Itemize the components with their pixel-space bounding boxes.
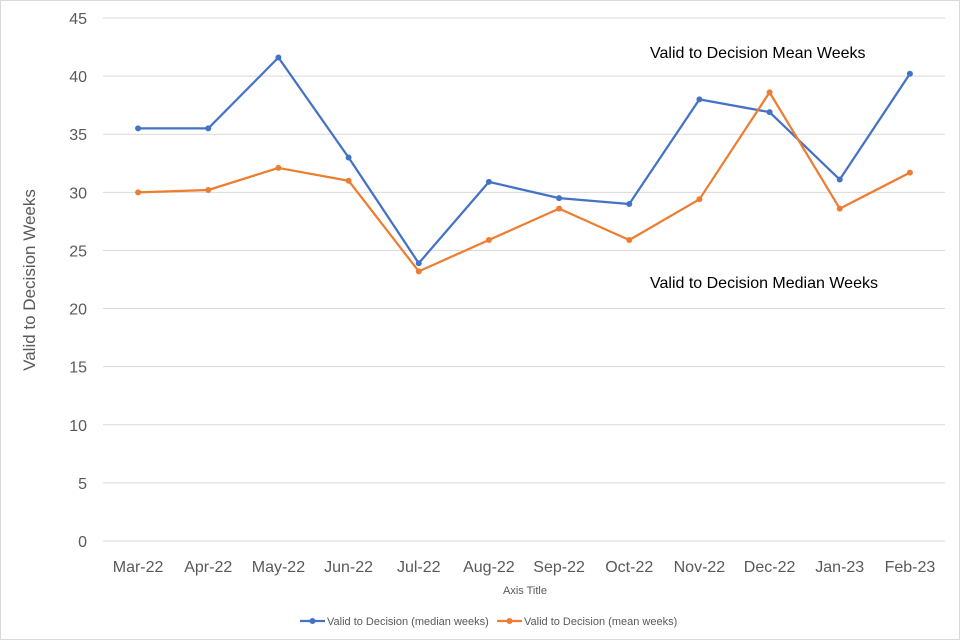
y-tick-label: 40 xyxy=(69,69,87,86)
y-tick-label: 10 xyxy=(69,418,87,435)
data-point xyxy=(836,176,843,183)
x-tick-label: Jul-22 xyxy=(397,559,441,576)
y-axis-title: Valid to Decision Weeks xyxy=(20,189,39,371)
data-point xyxy=(696,96,703,103)
x-tick-label: Jun-22 xyxy=(324,559,373,576)
legend-marker-0 xyxy=(309,618,316,624)
annotation-median: Valid to Decision Median Weeks xyxy=(650,275,878,292)
y-tick-label: 45 xyxy=(69,11,87,28)
annotation-mean: Valid to Decision Mean Weeks xyxy=(650,45,866,62)
data-point xyxy=(135,189,142,196)
data-point xyxy=(485,178,492,185)
legend-marker-1 xyxy=(506,618,513,624)
series-line-1 xyxy=(138,91,911,273)
data-point xyxy=(906,169,913,176)
data-point xyxy=(205,187,212,194)
y-tick-label: 20 xyxy=(69,302,87,319)
data-point xyxy=(626,236,633,243)
x-tick-label: Mar-22 xyxy=(113,559,164,576)
data-point xyxy=(766,109,773,116)
y-tick-label: 5 xyxy=(78,476,87,493)
data-point xyxy=(766,89,773,96)
data-point xyxy=(836,205,843,212)
y-tick-label: 30 xyxy=(69,185,87,202)
legend-label-1: Valid to Decision (mean weeks) xyxy=(524,616,677,628)
x-tick-label: May-22 xyxy=(252,559,305,576)
x-tick-label: Apr-22 xyxy=(184,559,232,576)
x-tick-label: Jan-23 xyxy=(815,559,864,576)
x-tick-label: Sep-22 xyxy=(533,559,585,576)
y-tick-label: 0 xyxy=(78,534,87,551)
x-tick-label: Feb-23 xyxy=(885,559,936,576)
data-point xyxy=(415,268,422,275)
data-point xyxy=(556,205,563,212)
data-point xyxy=(345,154,352,161)
data-point xyxy=(275,54,282,61)
series-line-0 xyxy=(138,56,911,265)
x-tick-label: Oct-22 xyxy=(605,559,653,576)
data-point xyxy=(415,260,422,267)
data-point xyxy=(485,236,492,243)
data-point xyxy=(556,195,563,202)
x-tick-label: Nov-22 xyxy=(674,559,726,576)
data-point xyxy=(696,196,703,203)
x-axis-title: Axis Title xyxy=(503,585,547,597)
data-point xyxy=(345,177,352,184)
data-point xyxy=(906,70,913,77)
y-tick-label: 25 xyxy=(69,243,87,260)
y-tick-label: 35 xyxy=(69,127,87,144)
y-tick-label: 15 xyxy=(69,360,87,377)
x-tick-label: Aug-22 xyxy=(463,559,515,576)
data-point xyxy=(205,125,212,132)
data-point xyxy=(626,200,633,207)
data-point xyxy=(275,164,282,171)
data-point xyxy=(135,125,142,132)
x-tick-label: Dec-22 xyxy=(744,559,796,576)
legend-label-0: Valid to Decision (median weeks) xyxy=(327,616,489,628)
